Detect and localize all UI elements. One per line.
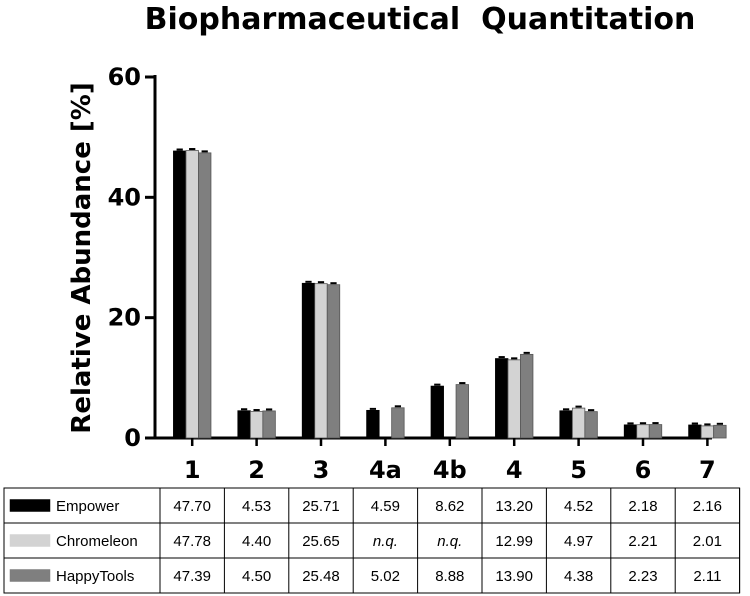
x-tick-label: 3 [313,456,330,484]
table-cell: 8.88 [435,568,464,585]
y-tick-label: 0 [124,424,141,452]
legend-label-chromeleon: Chromeleon [56,533,138,550]
bar-chromeleon-5 [571,407,586,439]
table-cell: 4.38 [564,568,593,585]
table-cell: 47.39 [173,568,211,585]
x-tick-label: 6 [635,456,652,484]
table-cell: 2.21 [628,533,657,550]
x-tick-label: 7 [699,456,716,484]
table-cell: 8.62 [435,498,464,515]
bar-happytools-4 [520,353,534,439]
bar-chromeleon-3 [314,283,328,439]
data-table: Empower 47.70 4.53 25.71 4.59 8.62 13.20 4.52 2.… [3,487,741,594]
bar-empower-3 [301,282,316,439]
legend-swatch-chromeleon [9,534,51,547]
table-cell: 13.20 [495,498,533,515]
x-tick-label: 5 [570,456,587,484]
table-cell: 2.18 [628,498,657,515]
bar-happytools-2 [262,410,276,439]
legend-swatch-happytools [9,569,51,582]
bar-happytools-6 [648,424,663,439]
table-cell: 12.99 [495,533,533,550]
table-cell: 4.53 [242,498,271,515]
x-ticks: 1 2 3 4a 4b 4 5 6 7 [184,438,716,484]
bar-chromeleon-4 [507,359,521,439]
x-tick-label: 2 [248,456,265,484]
chart-title: Biopharmaceutical Quantitation [145,2,696,37]
bar-chromeleon-7 [700,425,715,439]
legend-label-empower: Empower [56,498,119,515]
table-cell: 2.11 [693,568,721,585]
bar-happytools-1 [198,152,212,439]
table-cell: 25.65 [302,533,340,550]
bar-empower-4b [430,385,444,439]
x-tick-label: 4b [433,456,467,484]
table-cell: 4.52 [564,498,593,515]
bar-chromeleon-2 [249,411,264,439]
x-tick-label: 1 [184,456,201,484]
table-cell: 5.02 [371,568,400,585]
table-cell: 25.71 [302,498,340,515]
x-tick-label: 4 [506,456,523,484]
table-cell: 2.16 [693,498,722,515]
bar-happytools-4a [391,407,405,439]
y-axis-label: Relative Abundance [%] [67,82,97,433]
table-cell: 4.59 [371,498,400,515]
y-tick-label: 40 [108,183,141,211]
bars [173,148,727,439]
bar-chromeleon-1 [185,150,199,439]
table-cell: 25.48 [302,568,340,585]
bar-empower-2 [237,410,251,439]
table-cell: 13.90 [495,568,533,585]
bar-empower-4 [495,358,509,439]
bar-empower-6 [623,424,638,439]
table-cell: 47.78 [173,533,211,550]
table-cell: 4.97 [564,533,593,550]
bar-happytools-3 [326,284,341,439]
bar-happytools-5 [584,411,598,439]
y-tick-label: 60 [108,63,141,91]
bar-chromeleon-6 [636,424,650,439]
table-cell: 4.40 [242,533,271,550]
table-cell: n.q. [373,533,398,550]
x-tick-label: 4a [369,456,402,484]
axes [153,75,712,440]
table-cell: 4.50 [242,568,271,585]
y-tick-label: 20 [108,304,141,332]
table-cell: 2.01 [693,533,722,550]
legend-label-happytools: HappyTools [56,568,134,585]
bar-empower-4a [366,409,380,439]
y-ticks: 0 20 40 60 [108,63,155,452]
legend-swatch-empower [9,499,51,512]
bar-happytools-7 [713,424,727,439]
bar-empower-7 [688,424,702,439]
table-cell: n.q. [437,533,462,550]
table-cell: 2.23 [628,568,657,585]
bar-happytools-4b [455,384,469,439]
table-cell: 47.70 [173,498,211,515]
bar-empower-5 [559,410,573,439]
bar-empower-1 [173,150,187,439]
